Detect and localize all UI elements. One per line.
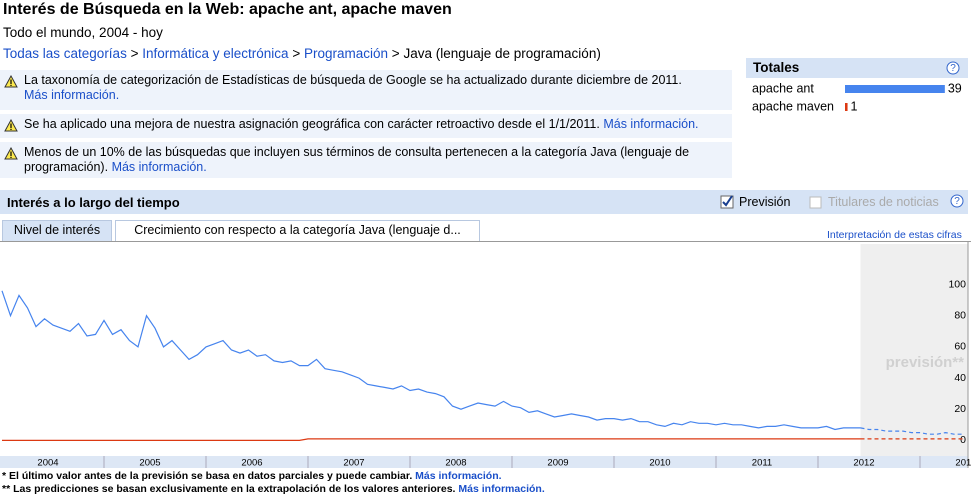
- chart: previsión** 2004 2005 2006 2007 2008 2009 2010 2…: [0, 241, 971, 468]
- x-tick-label: 2011: [752, 458, 772, 468]
- y-tick-label: 20: [954, 403, 966, 415]
- tab-label: Crecimiento con respecto a la categoría …: [134, 223, 461, 237]
- footnote-text: * El último valor antes de la previsión …: [2, 470, 413, 482]
- notice-text: La taxonomía de categorización de Estadí…: [24, 73, 682, 87]
- separator: >: [391, 46, 400, 61]
- breadcrumb-link[interactable]: Informática y electrónica: [142, 46, 289, 61]
- tab-label: Nivel de interés: [13, 223, 101, 237]
- x-tick-label: 2013: [955, 458, 971, 468]
- y-tick-label: 60: [954, 341, 966, 353]
- warning-icon: [4, 75, 18, 88]
- warning-icon: [4, 147, 18, 160]
- tab-active[interactable]: Nivel de interés: [2, 220, 112, 241]
- y-tick-label: 100: [948, 278, 966, 290]
- x-tick-label: 2008: [445, 458, 466, 468]
- notice-text: Menos de un 10% de las búsquedas que inc…: [24, 145, 690, 174]
- section-bar: Interés a lo largo del tiempo Previsión …: [0, 190, 968, 214]
- totals-header: Totales ?: [746, 58, 968, 78]
- forecast-line: [860, 427, 963, 435]
- totals-name: apache ant: [752, 81, 814, 95]
- x-tick-label: 2012: [853, 458, 874, 468]
- forecast-label: Previsión: [739, 195, 791, 209]
- y-tick-label: 40: [954, 372, 966, 384]
- y-tick-label: 80: [954, 309, 966, 321]
- checkbox[interactable]: [809, 196, 822, 209]
- totals-value: 1: [851, 99, 858, 113]
- totals-value: 39: [948, 81, 962, 95]
- footnotes: * El último valor antes de la previsión …: [2, 470, 545, 496]
- help-link[interactable]: Interpretación de estas cifras: [827, 229, 962, 241]
- svg-text:?: ?: [954, 196, 960, 207]
- notice: Se ha aplicado una mejora de nuestra asi…: [0, 114, 732, 138]
- totals-bar: [845, 103, 848, 111]
- x-tick-label: 2004: [37, 458, 58, 468]
- subtitle: Todo el mundo, 2004 - hoy: [3, 25, 163, 40]
- notice: La taxonomía de categorización de Estadí…: [0, 70, 732, 110]
- line: [1, 290, 861, 431]
- totals-panel: apache ant 39 apache maven 1: [752, 81, 962, 113]
- breadcrumb-link[interactable]: Todas las categorías: [3, 46, 127, 61]
- forecast-area: [860, 244, 968, 456]
- title: Interés de Búsqueda en la Web: apache an…: [3, 1, 452, 18]
- tab[interactable]: Crecimiento con respecto a la categoría …: [115, 220, 480, 241]
- notice-link[interactable]: Más información.: [24, 88, 120, 102]
- help-icon[interactable]: ?: [950, 194, 964, 208]
- notice-link[interactable]: Más información.: [603, 117, 699, 131]
- line: [2, 438, 861, 441]
- footnote-link[interactable]: Más información.: [458, 483, 545, 495]
- footnote-text: ** Las predicciones se basan exclusivame…: [2, 483, 456, 495]
- breadcrumb-link[interactable]: Programación: [303, 46, 389, 61]
- svg-text:?: ?: [950, 63, 956, 74]
- totals-bar: [845, 85, 945, 93]
- x-tick-label: 2007: [343, 458, 364, 468]
- footnote-link[interactable]: Más información.: [415, 470, 502, 482]
- warning-icon: [4, 119, 18, 132]
- totals-name: apache maven: [752, 99, 834, 113]
- notice: Menos de un 10% de las búsquedas que inc…: [0, 142, 732, 178]
- separator: >: [130, 46, 139, 61]
- forecast-watermark: previsión**: [886, 354, 965, 371]
- breadcrumb: Todas las categorías > Informática y ele…: [3, 46, 601, 61]
- x-tick-label: 2005: [139, 458, 160, 468]
- x-tick-label: 2009: [547, 458, 568, 468]
- x-axis-band: [0, 456, 968, 468]
- notice-text: Se ha aplicado una mejora de nuestra asi…: [24, 117, 600, 131]
- y-tick-label: 0: [960, 434, 966, 446]
- separator: >: [292, 46, 301, 61]
- checkbox-checked[interactable]: [720, 195, 734, 209]
- news-label: Titulares de noticias: [828, 195, 939, 209]
- notice-link[interactable]: Más información.: [111, 160, 207, 174]
- section-title: Interés a lo largo del tiempo: [7, 195, 180, 210]
- x-tick-label: 2010: [649, 458, 670, 468]
- breadcrumb-current: Java (lenguaje de programación): [403, 46, 601, 61]
- x-tick-label: 2006: [241, 458, 262, 468]
- totals-title: Totales: [753, 60, 800, 75]
- help-icon[interactable]: ?: [946, 61, 960, 75]
